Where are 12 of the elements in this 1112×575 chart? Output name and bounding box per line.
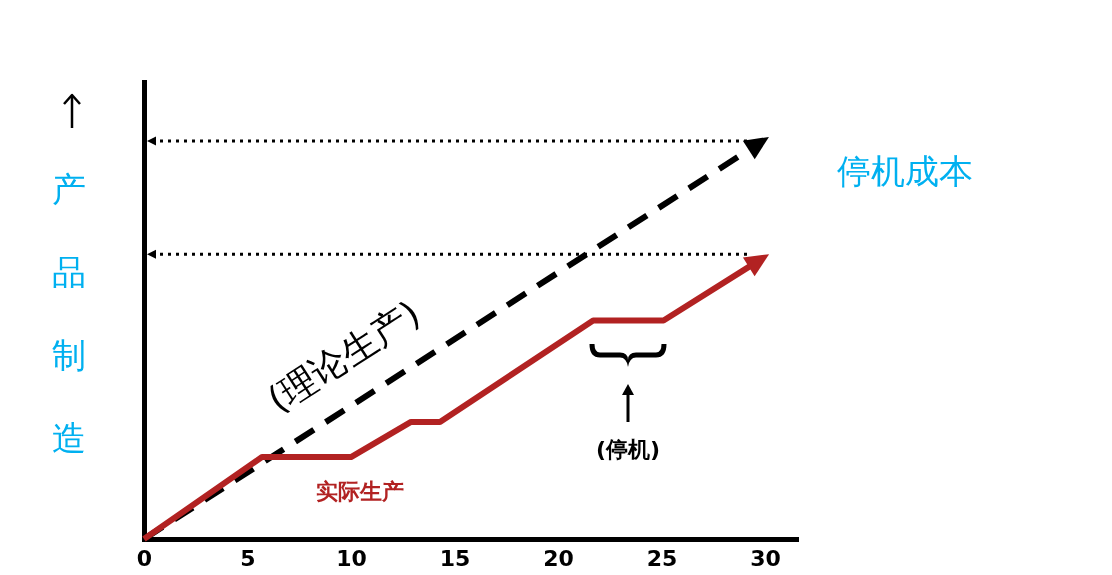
annotation: (停机) xyxy=(595,437,661,462)
x-tick-label: 5 xyxy=(240,545,256,571)
text: 产品制造 xyxy=(51,168,86,458)
x-tick-label: 10 xyxy=(336,545,367,571)
x-tick-label: 20 xyxy=(543,545,574,571)
x-tick-label: 30 xyxy=(750,545,781,571)
x-tick-label: 0 xyxy=(136,545,153,571)
x-tick-label: 15 xyxy=(439,545,471,571)
series-label: 实际生产 xyxy=(315,479,404,505)
text: (理论生产) xyxy=(260,292,428,421)
x-tick-label: 25 xyxy=(646,545,678,571)
text: 停机成本 xyxy=(837,151,973,191)
